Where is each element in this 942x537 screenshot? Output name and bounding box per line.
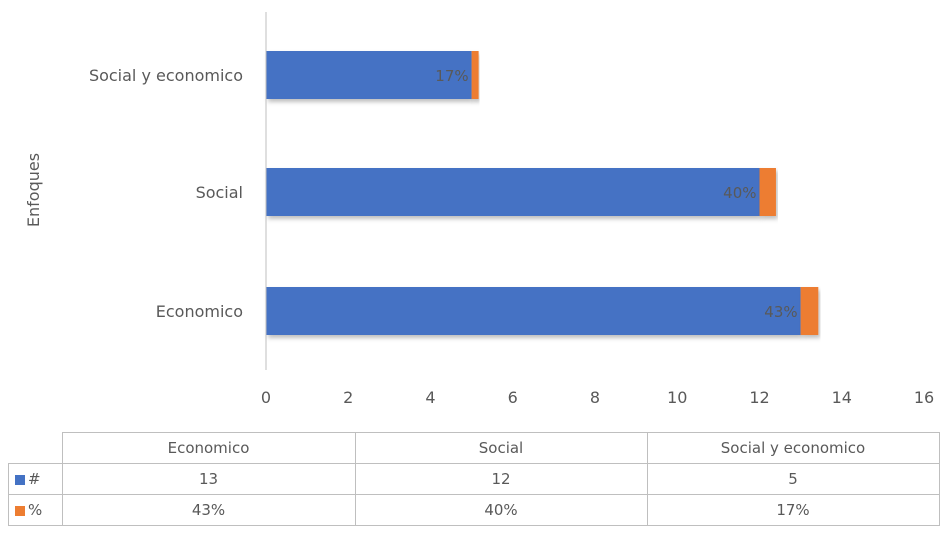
data-labels: 43% 40% 17%	[435, 67, 797, 321]
bar-segment-count	[266, 168, 760, 216]
x-tick-label: 16	[914, 388, 934, 407]
x-tick-label: 6	[508, 388, 518, 407]
bar-segment-percent	[759, 168, 776, 216]
data-table-corner	[8, 432, 63, 464]
category-label: Social y economico	[89, 66, 243, 85]
legend-label: #	[28, 470, 41, 488]
bars-group	[266, 51, 819, 335]
x-tick-label: 10	[667, 388, 687, 407]
bar-segment-count	[266, 287, 801, 335]
data-table-header-row: Economico Social Social y economico	[8, 432, 940, 464]
category-label: Economico	[156, 302, 243, 321]
data-table-row: # 13 12 5	[8, 463, 940, 495]
data-label: 43%	[764, 303, 797, 321]
x-tick-label: 12	[749, 388, 769, 407]
data-table-cell: 12	[354, 463, 648, 495]
x-tick-label: 14	[832, 388, 852, 407]
x-tick-label: 2	[343, 388, 353, 407]
data-label: 40%	[723, 184, 756, 202]
data-table-header: Economico	[61, 432, 356, 464]
data-table-header: Social y economico	[646, 432, 940, 464]
data-table-cell: 40%	[354, 494, 648, 526]
y-axis-title: Enfoques	[24, 153, 43, 227]
x-tick-labels: 0 2 4 6 8 10 12 14 16	[261, 388, 934, 407]
x-tick-label: 0	[261, 388, 271, 407]
bar-segment-count	[266, 51, 472, 99]
data-table-cell: 17%	[646, 494, 940, 526]
data-table-row: % 43% 40% 17%	[8, 494, 940, 526]
data-table-row-header: #	[8, 463, 63, 495]
data-table-cell: 13	[61, 463, 356, 495]
data-table-cell: 5	[646, 463, 940, 495]
legend-swatch-percent	[15, 506, 25, 516]
legend-label: %	[28, 501, 43, 519]
data-table-cell: 43%	[61, 494, 356, 526]
category-labels: Economico Social Social y economico	[89, 66, 243, 321]
legend-swatch-count	[15, 475, 25, 485]
category-label: Social	[196, 183, 243, 202]
bar-segment-percent	[800, 287, 819, 335]
data-label: 17%	[435, 67, 468, 85]
bar-segment-percent	[471, 51, 479, 99]
x-tick-label: 8	[590, 388, 600, 407]
data-table: Economico Social Social y economico # 13…	[8, 432, 940, 526]
bar-chart: Economico Social Social y economico 0 2 4 6 8 1…	[24, 12, 934, 407]
data-table-header: Social	[354, 432, 648, 464]
x-tick-label: 4	[425, 388, 435, 407]
data-table-row-header: %	[8, 494, 63, 526]
